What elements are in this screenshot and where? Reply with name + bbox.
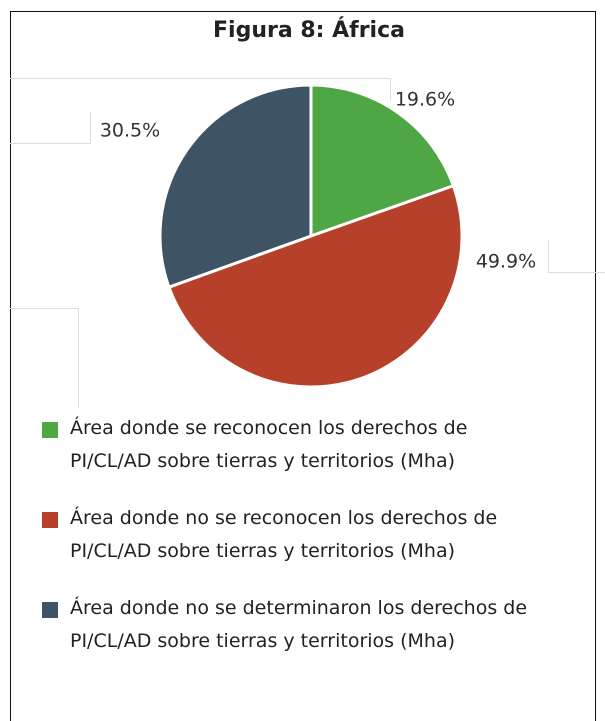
decor bbox=[10, 308, 78, 309]
legend-item: Área donde no se reconocen los derechos … bbox=[40, 502, 540, 568]
legend-item: Área donde no se determinaron los derech… bbox=[40, 592, 540, 658]
chart-title: Figura 8: África bbox=[213, 17, 405, 43]
decor bbox=[10, 143, 90, 144]
pie-slice bbox=[167, 183, 464, 389]
legend-label: Área donde no se reconocen los derechos … bbox=[70, 507, 498, 562]
decor bbox=[548, 272, 605, 273]
data-label: 30.5% bbox=[100, 120, 160, 142]
legend-label: Área donde no se determinaron los derech… bbox=[70, 597, 528, 652]
frame bbox=[10, 11, 596, 721]
decor bbox=[10, 78, 390, 79]
data-label: 49.9% bbox=[476, 251, 536, 273]
decor bbox=[548, 240, 549, 272]
decor bbox=[90, 112, 91, 144]
decor bbox=[390, 78, 391, 100]
legend-swatch bbox=[42, 602, 58, 618]
pie-slice bbox=[158, 83, 313, 290]
data-label: 19.6% bbox=[395, 89, 455, 111]
decor bbox=[78, 308, 79, 408]
legend-label: Área donde se reconocen los derechos de … bbox=[70, 417, 468, 472]
legend: Área donde se reconocen los derechos de … bbox=[40, 412, 540, 682]
legend-swatch bbox=[42, 422, 58, 438]
legend-swatch bbox=[42, 512, 58, 528]
legend-item: Área donde se reconocen los derechos de … bbox=[40, 412, 540, 478]
